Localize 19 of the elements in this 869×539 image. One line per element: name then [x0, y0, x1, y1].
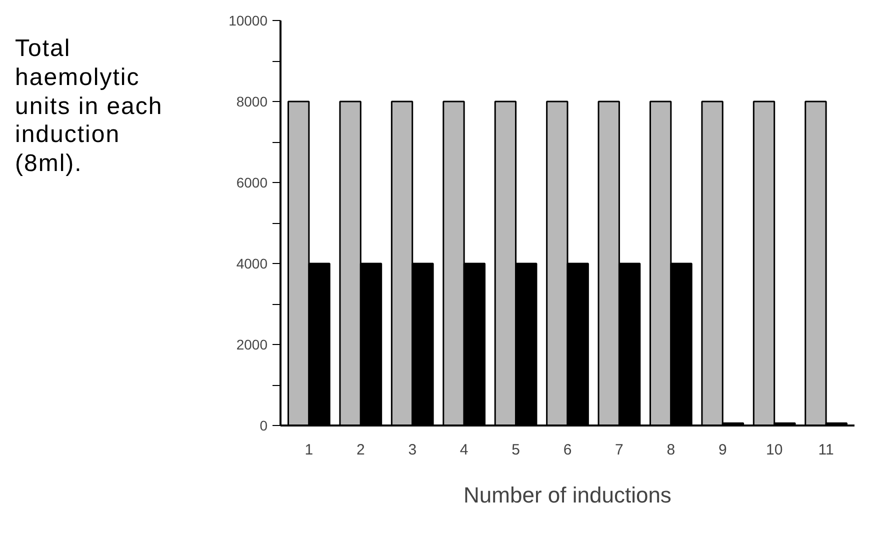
x-tick-label: 3 [408, 442, 417, 458]
x-tick-label: 9 [718, 442, 727, 458]
x-tick-label: 7 [615, 442, 624, 458]
y-tick-label: 10000 [228, 12, 268, 28]
x-tick-label: 6 [563, 442, 572, 458]
y-axis-title: Total haemolytic units in each induction (8ml). [15, 35, 164, 179]
y-tick-label: 6000 [236, 174, 268, 190]
x-tick-label: 5 [512, 442, 520, 458]
y-tick-label: 4000 [236, 256, 268, 272]
x-tick-label: 1 [304, 442, 314, 458]
x-tick-label: 2 [356, 442, 365, 458]
y-tick-label: 2000 [236, 336, 268, 352]
y-tick-label: 8000 [236, 94, 268, 110]
x-axis-title: Number of inductions [464, 482, 672, 508]
x-tick-label: 11 [818, 442, 834, 458]
y-tick-label: 0 [260, 418, 268, 434]
x-tick-label: 8 [666, 442, 676, 458]
x-tick-label: 10 [766, 442, 783, 458]
x-tick-label: 4 [460, 442, 468, 458]
